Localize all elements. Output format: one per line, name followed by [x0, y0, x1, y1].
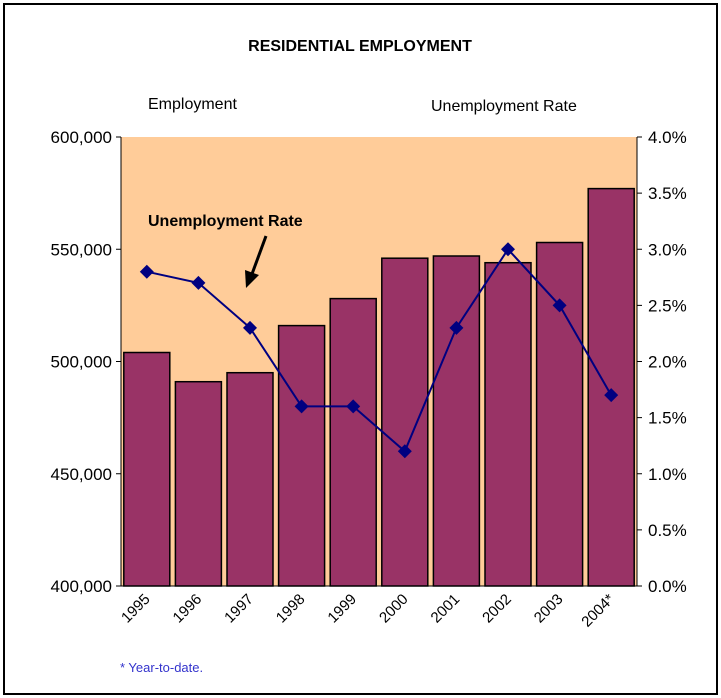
x-tick-label: 2004*: [578, 591, 618, 631]
x-tick-label: 1997: [221, 591, 257, 627]
right-tick-label: 0.5%: [648, 521, 687, 540]
left-tick-label: 600,000: [51, 128, 112, 147]
x-tick-label: 1996: [170, 591, 206, 627]
rate-point-1995: [139, 264, 154, 279]
x-tick-label: 2001: [428, 591, 464, 627]
left-axis-title: Employment: [148, 96, 237, 113]
bar-1998: [277, 324, 326, 587]
left-tick-label: 450,000: [51, 465, 112, 484]
rate-point-2003: [552, 298, 567, 313]
bar-2002: [484, 261, 532, 587]
right-tick-label: 4.0%: [648, 128, 687, 147]
rate-point-2004: [604, 388, 619, 403]
left-tick-label: 400,000: [51, 577, 112, 596]
left-tick-label: 500,000: [51, 353, 112, 372]
x-tick-label: 2000: [376, 591, 412, 627]
right-tick-label: 2.0%: [648, 353, 687, 372]
right-tick-label: 2.5%: [648, 296, 687, 315]
right-tick-label: 1.0%: [648, 465, 687, 484]
rate-point-2001: [449, 320, 464, 335]
bar-2001: [432, 255, 481, 587]
bar-1996: [174, 380, 223, 587]
x-tick-label: 1998: [273, 591, 309, 627]
x-tick-label: 2002: [479, 591, 515, 627]
rate-point-1999: [346, 399, 361, 414]
rate-point-1996: [191, 275, 206, 290]
x-tick-label: 1999: [324, 591, 360, 627]
right-tick-label: 0.0%: [648, 577, 687, 596]
rate-point-2002: [501, 242, 515, 257]
right-axis-title: Unemployment Rate: [431, 98, 577, 115]
bar-1997: [226, 371, 274, 587]
bar-2000: [381, 257, 429, 587]
unemployment-rate-annotation: Unemployment Rate: [148, 213, 303, 230]
left-tick-label: 550,000: [51, 240, 112, 259]
bar-2004: [587, 187, 635, 587]
x-tick-label: 2003: [531, 591, 567, 627]
rate-point-1997: [243, 320, 257, 335]
rate-point-2000: [397, 444, 412, 459]
footnote: * Year-to-date.: [120, 660, 203, 675]
right-tick-label: 3.5%: [648, 184, 687, 203]
right-tick-label: 1.5%: [648, 409, 687, 428]
bar-1999: [329, 297, 377, 587]
x-tick-label: 1995: [118, 591, 154, 627]
annotation-arrow: [245, 235, 268, 288]
bar-2003: [535, 241, 584, 587]
rate-point-1998: [294, 399, 309, 414]
unemployment-rate-line: [146, 247, 613, 453]
bar-1995: [123, 351, 171, 587]
chart-title: RESIDENTIAL EMPLOYMENT: [248, 38, 472, 55]
right-tick-label: 3.0%: [648, 240, 687, 259]
